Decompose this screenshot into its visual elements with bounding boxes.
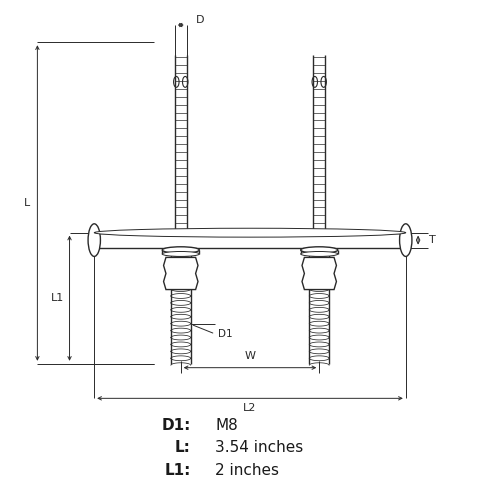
Text: M8: M8 — [216, 418, 238, 433]
Ellipse shape — [300, 247, 338, 253]
Polygon shape — [302, 258, 336, 290]
Text: L: L — [24, 198, 30, 208]
Text: D1: D1 — [218, 329, 232, 339]
Bar — [94, 232, 406, 248]
Text: L2: L2 — [244, 403, 256, 413]
Ellipse shape — [94, 228, 406, 237]
Text: D1:: D1: — [162, 418, 190, 433]
Ellipse shape — [300, 252, 338, 256]
Text: 2 inches: 2 inches — [216, 462, 280, 477]
Text: W: W — [244, 352, 256, 362]
Ellipse shape — [162, 252, 200, 256]
Text: D: D — [196, 15, 204, 25]
Ellipse shape — [400, 224, 412, 256]
Ellipse shape — [88, 224, 101, 256]
Polygon shape — [164, 258, 198, 290]
Text: L1: L1 — [51, 293, 64, 303]
Text: L1:: L1: — [164, 462, 190, 477]
Ellipse shape — [162, 247, 200, 253]
Text: L:: L: — [175, 440, 190, 456]
Text: 3.54 inches: 3.54 inches — [216, 440, 304, 456]
Text: T: T — [429, 235, 436, 245]
